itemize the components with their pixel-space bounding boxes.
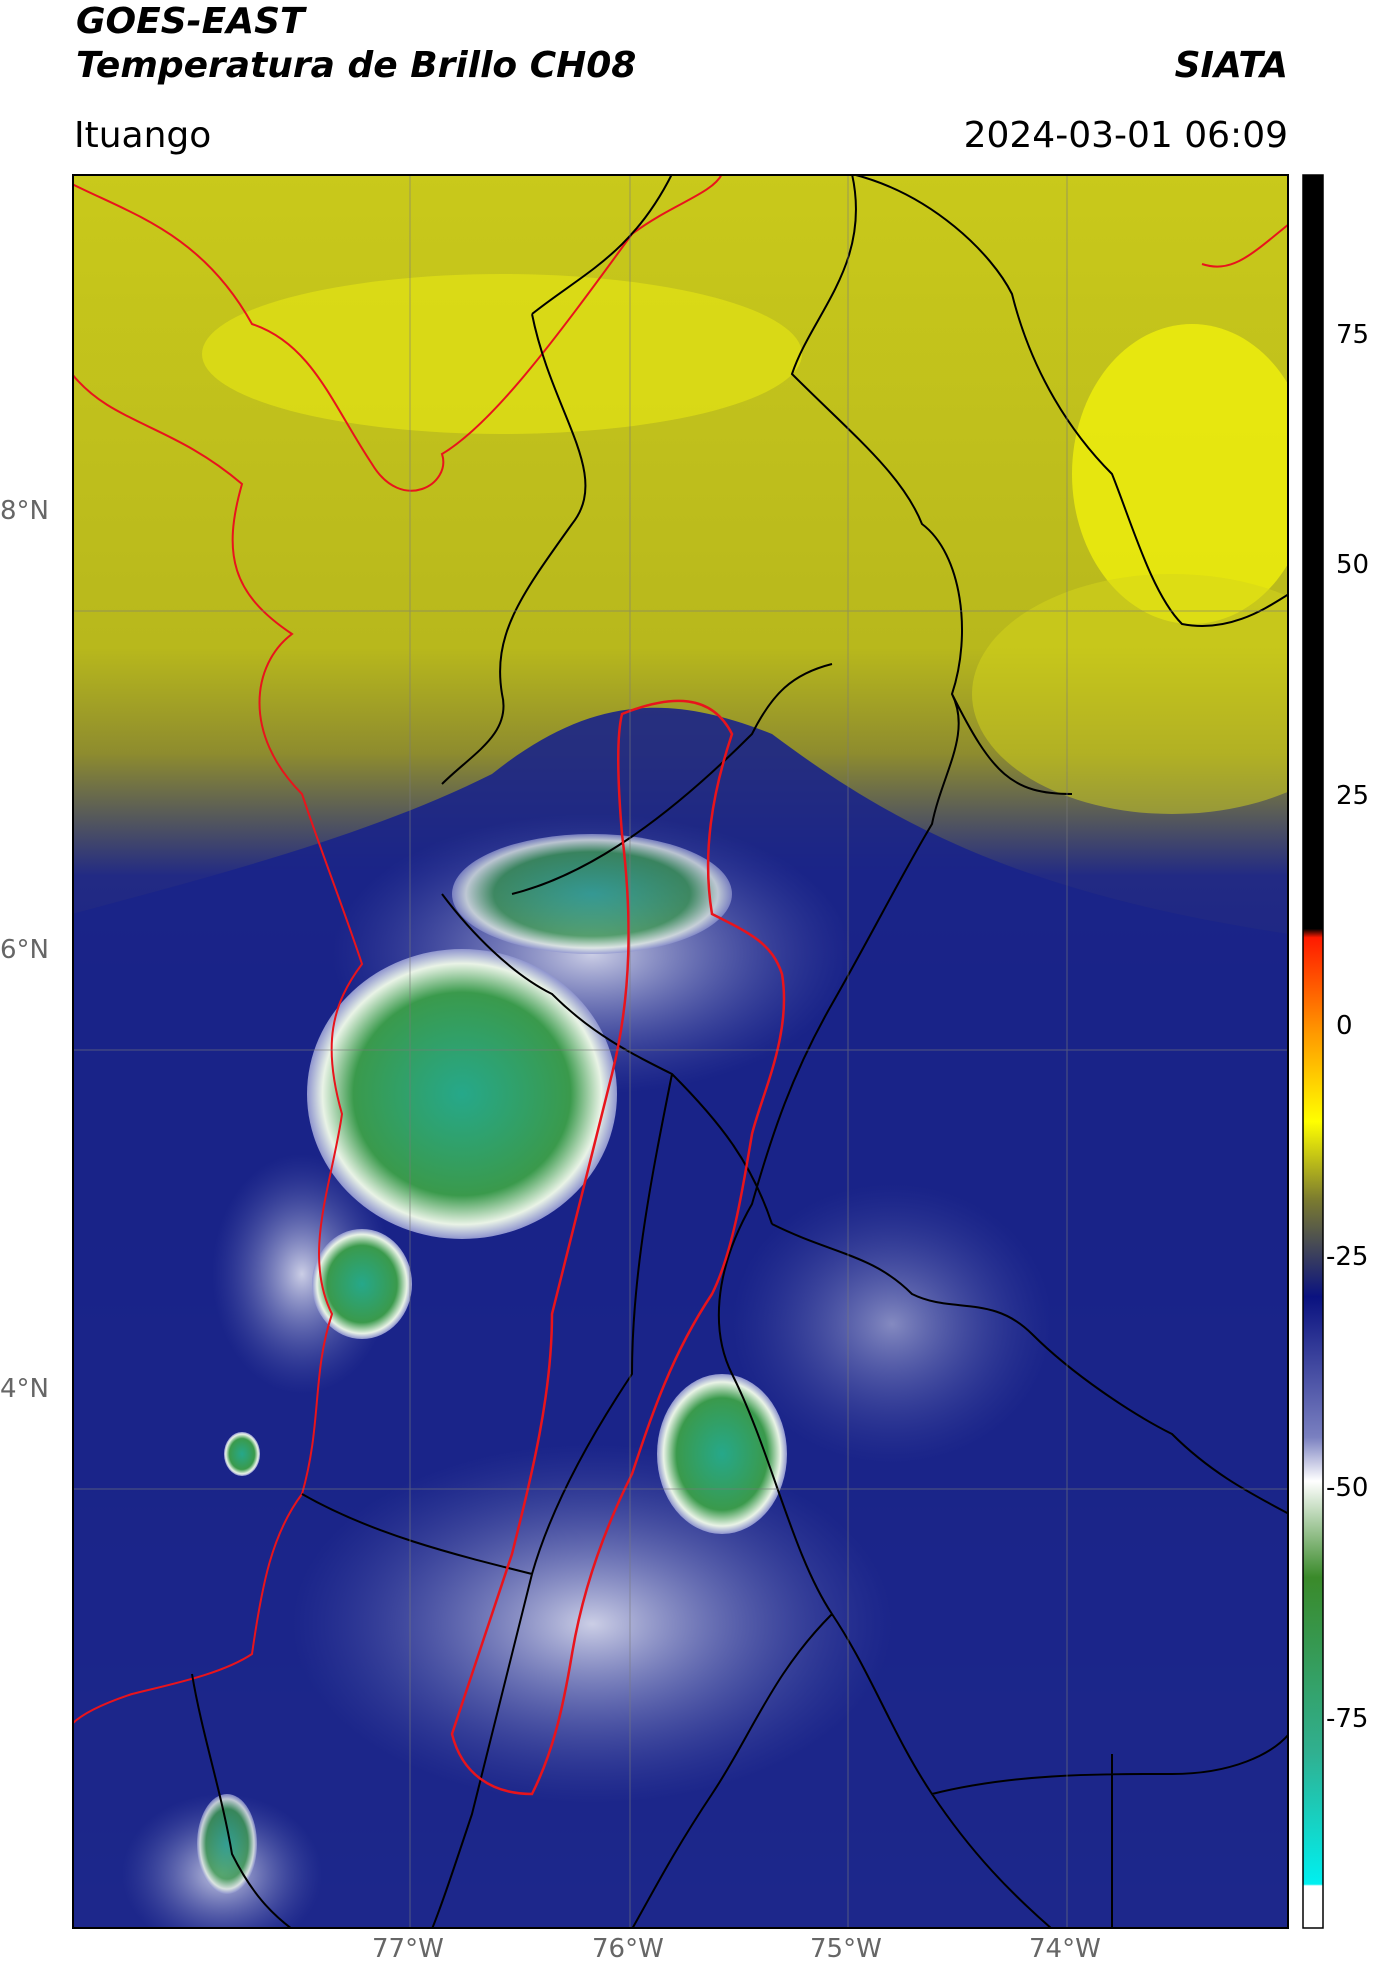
convective-core-north	[452, 834, 732, 954]
lon-label-74w: 74°W	[1029, 1934, 1101, 1964]
convective-core-main	[307, 949, 617, 1239]
colorbar-tick-50: 50	[1336, 550, 1370, 580]
org-title: SIATA	[1174, 45, 1288, 86]
warm-area-north	[202, 274, 802, 434]
lon-label-76w: 76°W	[592, 1934, 664, 1964]
convective-core-small	[224, 1432, 260, 1476]
colorbar	[1302, 174, 1324, 1929]
lon-label-75w: 75°W	[810, 1934, 882, 1964]
datetime-label: 2024-03-01 06:09	[963, 115, 1288, 156]
lon-label-77w: 77°W	[372, 1934, 444, 1964]
satellite-map[interactable]	[72, 174, 1289, 1929]
satellite-title: GOES-EAST	[76, 1, 305, 42]
colorbar-tick-25: 25	[1336, 781, 1370, 811]
colorbar-tick-neg50: -50	[1326, 1473, 1369, 1503]
warm-area-northeast	[1072, 324, 1289, 624]
lat-label-8n: 8°N	[0, 496, 49, 526]
convective-core-south	[312, 1229, 412, 1339]
product-title: Temperatura de Brillo CH08	[76, 45, 637, 86]
region-label: Ituango	[74, 115, 212, 156]
cirrus-haze-2	[292, 1444, 892, 1804]
admin-borders	[191, 174, 1289, 1929]
colorbar-tick-neg25: -25	[1326, 1242, 1369, 1272]
colorbar-tick-75: 75	[1336, 320, 1370, 350]
lat-label-4n: 4°N	[0, 1374, 49, 1404]
convective-core-east	[657, 1374, 787, 1534]
basin-outline	[450, 699, 786, 1796]
colorbar-tick-neg75: -75	[1326, 1704, 1369, 1734]
map-frame	[72, 174, 1289, 1929]
lat-label-6n: 6°N	[0, 935, 49, 965]
convective-core-southwest	[197, 1794, 257, 1894]
graticule	[72, 174, 1289, 1929]
colorbar-tick-0: 0	[1336, 1011, 1353, 1041]
cirrus-haze-4	[732, 1184, 1052, 1464]
warm-area-east	[972, 574, 1289, 814]
